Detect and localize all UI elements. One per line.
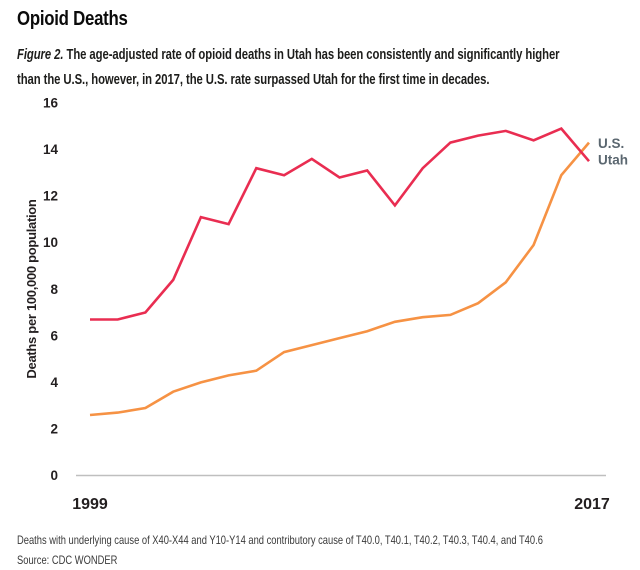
footnote-source: Source: CDC WONDER: [17, 553, 118, 567]
y-tick-label: 2: [50, 421, 58, 436]
u-s-line: [89, 141, 590, 417]
figure-caption: Figure 2. The age-adjusted rate of opioi…: [17, 43, 640, 93]
legend-label-utah: Utah: [598, 153, 628, 168]
y-tick-label: 6: [50, 328, 58, 343]
utah-line: [90, 127, 590, 321]
figure-caption-line1-text: The age-adjusted rate of opioid deaths i…: [63, 47, 560, 63]
y-tick-label: 16: [43, 96, 59, 111]
x-tick-label-1999: 1999: [72, 496, 108, 513]
chart-footnote: Deaths with underlying cause of X40-X44 …: [17, 530, 640, 570]
legend-label-u-s: U.S.: [598, 136, 624, 151]
x-tick-label-2017: 2017: [574, 496, 610, 513]
y-tick-label: 0: [50, 468, 58, 483]
y-tick-label: 12: [43, 189, 58, 204]
y-axis-title: Deaths per 100,000 population: [24, 199, 39, 378]
page-title: Opioid Deaths: [17, 8, 128, 30]
y-tick-label: 4: [50, 375, 58, 390]
y-tick-label: 10: [43, 235, 58, 250]
figure-label: Figure 2.: [17, 47, 64, 63]
footnote-icd-codes: Deaths with underlying cause of X40-X44 …: [17, 533, 543, 547]
y-tick-label: 8: [50, 282, 58, 297]
y-tick-label: 14: [43, 142, 59, 157]
figure-caption-line1: Figure 2. The age-adjusted rate of opioi…: [17, 43, 560, 68]
figure-caption-line2: than the U.S., however, in 2017, the U.S…: [17, 72, 490, 88]
